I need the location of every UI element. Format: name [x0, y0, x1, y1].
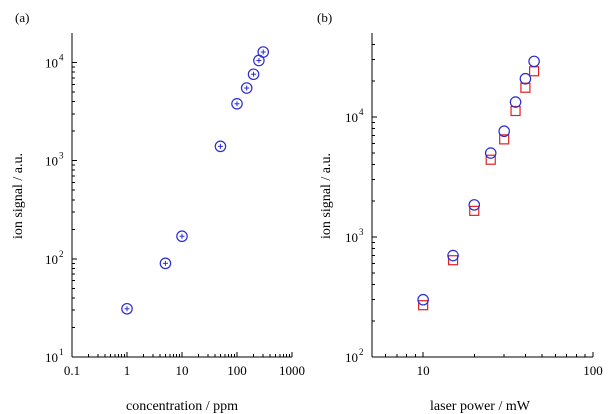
x-tick-label: 0.1	[64, 363, 80, 378]
data-point-circle	[121, 302, 133, 315]
data-point-square	[418, 300, 429, 311]
x-tick-label: 10	[417, 363, 430, 378]
x-tick-label: 100	[583, 363, 603, 378]
y-axis-label: ion signal / a.u.	[319, 153, 334, 239]
y-tick-exponent: 3	[359, 227, 364, 237]
series-1	[417, 55, 540, 306]
y-tick-label: 10	[345, 350, 358, 365]
data-point-square	[510, 105, 521, 117]
data-point-circle	[257, 46, 270, 58]
series-0	[418, 66, 540, 311]
data-point-circle	[214, 140, 227, 153]
y-tick-label: 10	[45, 154, 58, 169]
data-point-square	[520, 82, 531, 93]
data-point-circle	[528, 55, 540, 68]
data-point-circle	[468, 199, 481, 211]
data-point-square	[499, 134, 510, 145]
data-point-circle	[247, 68, 260, 81]
x-tick-label: 100	[227, 363, 247, 378]
x-axis-label: laser power / mW	[430, 399, 531, 414]
data-point-circle	[159, 257, 172, 270]
x-tick-label: 1	[124, 363, 131, 378]
data-point-circle	[240, 82, 253, 94]
data-point-square	[447, 255, 459, 266]
y-tick-exponent: 4	[359, 107, 364, 117]
y-axis-label: ion signal / a.u.	[11, 153, 26, 239]
y-tick-label: 10	[45, 56, 58, 71]
data-point-circle	[498, 125, 510, 138]
data-point-circle	[417, 293, 429, 306]
data-point-circle	[484, 147, 497, 159]
y-tick-label: 10	[345, 110, 358, 125]
y-tick-exponent: 4	[59, 53, 64, 63]
series-0	[121, 46, 270, 315]
y-tick-label: 10	[45, 252, 58, 267]
panel-label: (a)	[15, 10, 29, 25]
x-tick-label: 10	[176, 363, 189, 378]
data-point-circle	[231, 97, 243, 110]
y-tick-exponent: 2	[359, 347, 364, 357]
y-tick-exponent: 2	[59, 249, 64, 259]
x-axis-label: concentration / ppm	[126, 399, 238, 414]
y-tick-label: 10	[45, 350, 58, 365]
y-tick-exponent: 3	[59, 151, 64, 161]
x-tick-label: 1000	[279, 363, 305, 378]
data-point-circle	[509, 96, 522, 108]
data-point-circle	[447, 249, 459, 262]
data-point-square	[469, 205, 480, 216]
data-point-circle	[176, 230, 188, 243]
data-point-square	[485, 154, 496, 165]
data-point-circle	[519, 72, 532, 85]
data-point-square	[528, 66, 540, 77]
panel-label: (b)	[317, 10, 332, 25]
y-tick-label: 10	[345, 230, 358, 245]
y-tick-exponent: 1	[59, 347, 64, 357]
